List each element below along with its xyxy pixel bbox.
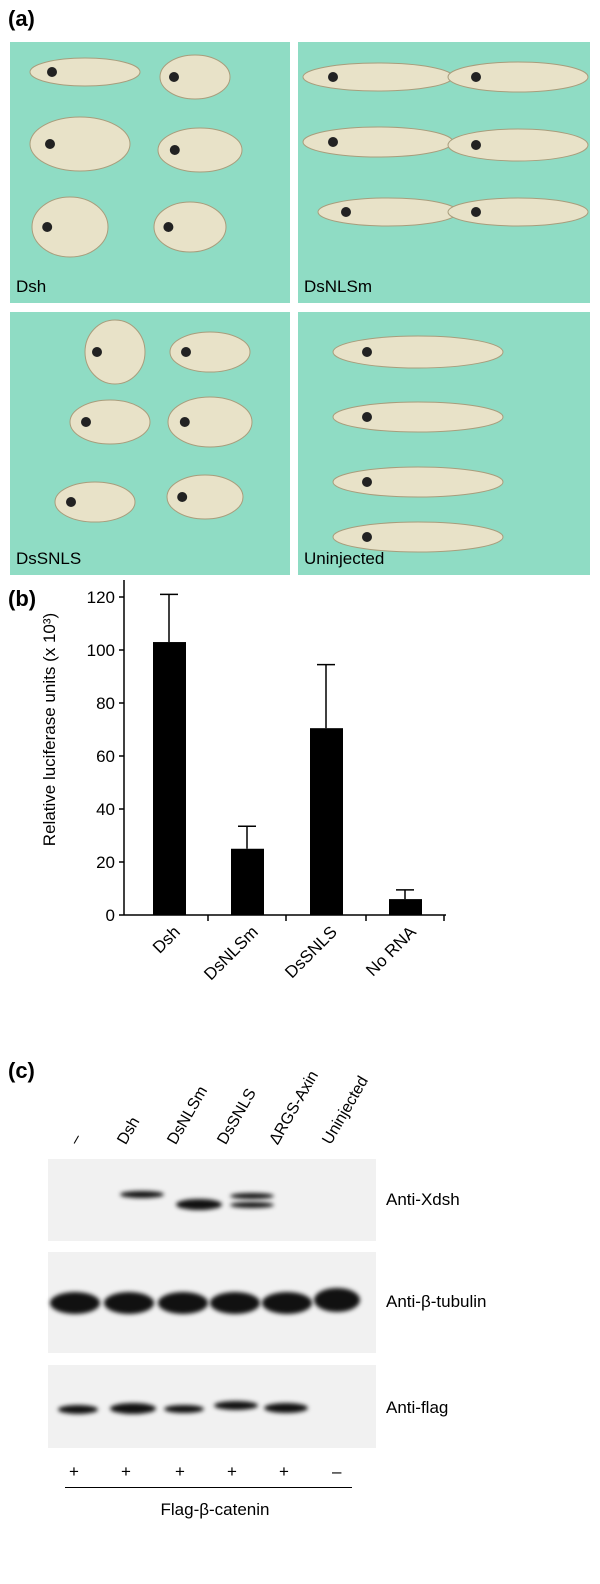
embryo bbox=[54, 481, 136, 523]
embryo-eye bbox=[362, 532, 372, 542]
bar-dsh bbox=[153, 642, 186, 915]
x-tick-label: DsSNLS bbox=[281, 922, 341, 982]
photo-dsnlsm: DsNLSm bbox=[298, 42, 590, 303]
flag-sign: + bbox=[279, 1462, 289, 1481]
y-tick-label: 40 bbox=[96, 800, 115, 819]
embryo-eye bbox=[45, 139, 55, 149]
flag-sign: + bbox=[121, 1462, 131, 1481]
embryo-eye bbox=[181, 347, 191, 357]
photo-caption: DsNLSm bbox=[304, 277, 373, 296]
bar-dsnlsm bbox=[231, 848, 264, 915]
lane-label: ΔRGS-Axin bbox=[266, 1068, 323, 1148]
embryo-eye bbox=[179, 417, 190, 427]
embryo-eye bbox=[341, 207, 351, 217]
embryo bbox=[29, 116, 131, 172]
panel-a-label: (a) bbox=[8, 6, 35, 31]
lane-label: – bbox=[66, 1131, 86, 1148]
photo-caption: Dsh bbox=[16, 277, 47, 296]
embryo-eye bbox=[471, 207, 481, 217]
flag-beta-catenin-label: Flag-β-catenin bbox=[160, 1500, 270, 1519]
embryo-eye bbox=[169, 72, 179, 82]
embryo-eye bbox=[471, 72, 481, 82]
panel-c-label: (c) bbox=[8, 1058, 35, 1083]
flag-underline bbox=[65, 1487, 352, 1488]
embryo-eye bbox=[362, 347, 372, 357]
lane-label: Dsh bbox=[114, 1114, 144, 1148]
y-tick-label: 80 bbox=[96, 694, 115, 713]
embryo bbox=[169, 331, 251, 373]
blot-anti-flag bbox=[48, 1365, 376, 1448]
embryo-eye bbox=[362, 477, 372, 487]
photo-caption: DsSNLS bbox=[16, 549, 82, 568]
embryo bbox=[447, 61, 589, 93]
embryo bbox=[447, 197, 589, 227]
embryo bbox=[153, 201, 227, 253]
embryo bbox=[332, 466, 504, 498]
bar-dssnls bbox=[310, 728, 343, 915]
blot-label: Anti-Xdsh bbox=[386, 1190, 460, 1209]
embryo bbox=[166, 474, 244, 520]
panel-b-label: (b) bbox=[8, 586, 37, 611]
embryo bbox=[317, 197, 459, 227]
embryo bbox=[29, 57, 141, 87]
bar-chart: 020406080100120140Relative luciferase un… bbox=[40, 580, 446, 984]
embryo-eye bbox=[42, 222, 53, 232]
embryo-eye bbox=[66, 497, 76, 507]
lane-label: DsSNLS bbox=[214, 1085, 260, 1148]
embryo bbox=[332, 521, 504, 553]
embryo bbox=[302, 126, 454, 158]
photo-dsh: Dsh bbox=[10, 42, 290, 303]
embryo-eye bbox=[471, 140, 481, 150]
y-tick-label: 20 bbox=[96, 853, 115, 872]
embryo bbox=[159, 54, 231, 100]
x-tick-label: No RNA bbox=[362, 922, 420, 980]
x-tick-label: Dsh bbox=[149, 922, 184, 957]
embryo bbox=[84, 319, 146, 385]
flag-sign: + bbox=[227, 1462, 237, 1481]
photo-dssnls: DsSNLS bbox=[10, 312, 290, 575]
flag-sign: – bbox=[332, 1462, 342, 1481]
embryo-eye bbox=[81, 417, 91, 427]
embryo-eye bbox=[169, 145, 180, 155]
photo-uninjected: Uninjected bbox=[298, 312, 590, 575]
bar-no-rna bbox=[389, 899, 422, 915]
flag-sign: + bbox=[175, 1462, 185, 1481]
embryo bbox=[69, 399, 151, 445]
lane-label: Uninjected bbox=[319, 1073, 372, 1148]
embryo bbox=[447, 128, 589, 162]
embryo bbox=[31, 196, 109, 258]
blot-label: Anti-β-tubulin bbox=[386, 1292, 487, 1311]
embryo bbox=[157, 127, 243, 173]
embryo bbox=[302, 62, 454, 92]
y-tick-label: 100 bbox=[87, 641, 115, 660]
embryo bbox=[332, 401, 504, 433]
lane-label: DsNLSm bbox=[164, 1083, 212, 1148]
embryo-eye bbox=[328, 72, 338, 82]
blot-label: Anti-flag bbox=[386, 1398, 449, 1417]
y-tick-label: 60 bbox=[96, 747, 115, 766]
flag-sign: + bbox=[69, 1462, 79, 1481]
embryo-eye bbox=[328, 137, 338, 147]
embryo bbox=[332, 335, 504, 369]
embryo bbox=[167, 396, 253, 448]
embryo-eye bbox=[92, 347, 102, 357]
photo-caption: Uninjected bbox=[304, 549, 385, 568]
blot-anti-beta-tubulin bbox=[48, 1252, 376, 1353]
y-tick-label: 120 bbox=[87, 588, 115, 607]
y-tick-label: 0 bbox=[106, 906, 115, 925]
x-tick-label: DsNLSm bbox=[200, 922, 262, 984]
blot-anti-xdsh bbox=[48, 1159, 376, 1241]
embryo-eye bbox=[177, 492, 188, 502]
embryo-eye bbox=[47, 67, 57, 77]
embryo-eye bbox=[163, 222, 174, 232]
y-axis-label: Relative luciferase units (x 10³) bbox=[40, 613, 59, 846]
embryo-eye bbox=[362, 412, 372, 422]
